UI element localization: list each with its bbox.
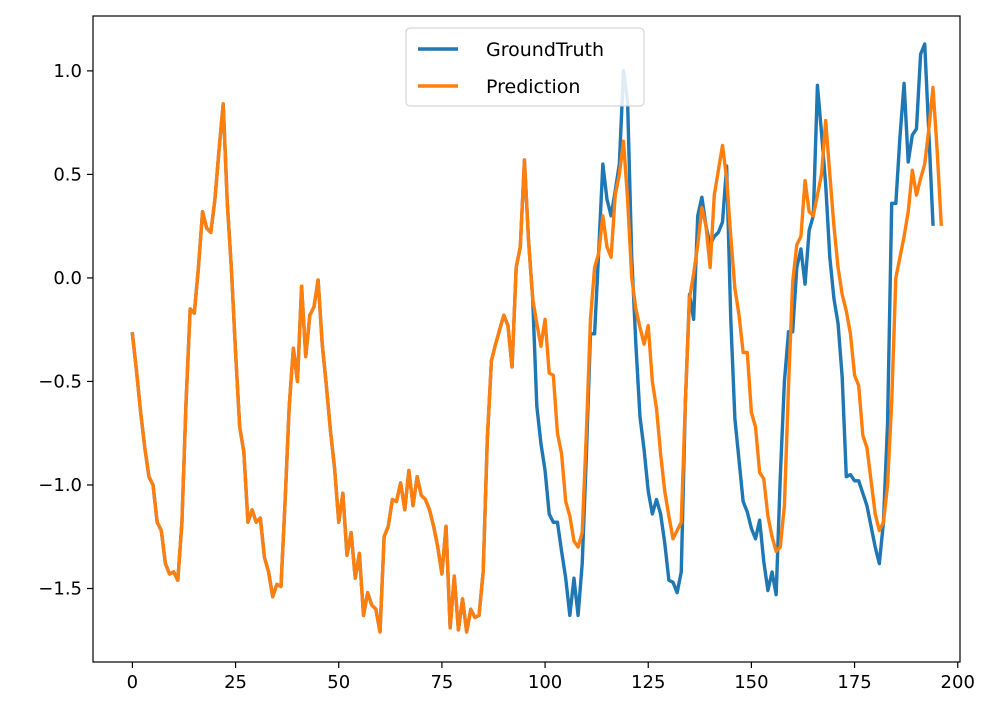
x-tick-label: 0 — [127, 672, 138, 693]
x-tick-label: 100 — [528, 672, 562, 693]
series-layer — [130, 42, 944, 634]
y-tick-label: 0.0 — [53, 268, 82, 289]
legend-label-groundtruth: GroundTruth — [486, 39, 604, 61]
y-axis: −1.5 −1.0 −0.5 0.0 0.5 1.0 — [38, 61, 93, 599]
x-axis: 0 25 50 75 100 125 150 175 200 — [127, 662, 975, 693]
legend-label-prediction: Prediction — [486, 76, 580, 98]
x-tick-label: 125 — [631, 672, 665, 693]
y-tick-label: 0.5 — [53, 164, 82, 185]
legend-box — [405, 27, 645, 107]
x-tick-label: 25 — [224, 672, 247, 693]
y-tick-label: −0.5 — [38, 371, 82, 392]
x-tick-label: 175 — [837, 672, 871, 693]
x-tick-label: 75 — [430, 672, 453, 693]
y-tick-label: −1.5 — [38, 578, 82, 599]
x-tick-label: 50 — [327, 672, 350, 693]
series-line-prediction — [130, 85, 944, 634]
axes-frame — [92, 15, 961, 663]
x-tick-label: 150 — [734, 672, 768, 693]
legend: GroundTruth Prediction — [405, 27, 645, 107]
y-tick-label: 1.0 — [53, 61, 82, 82]
y-tick-label: −1.0 — [38, 475, 82, 496]
x-tick-label: 200 — [941, 672, 975, 693]
